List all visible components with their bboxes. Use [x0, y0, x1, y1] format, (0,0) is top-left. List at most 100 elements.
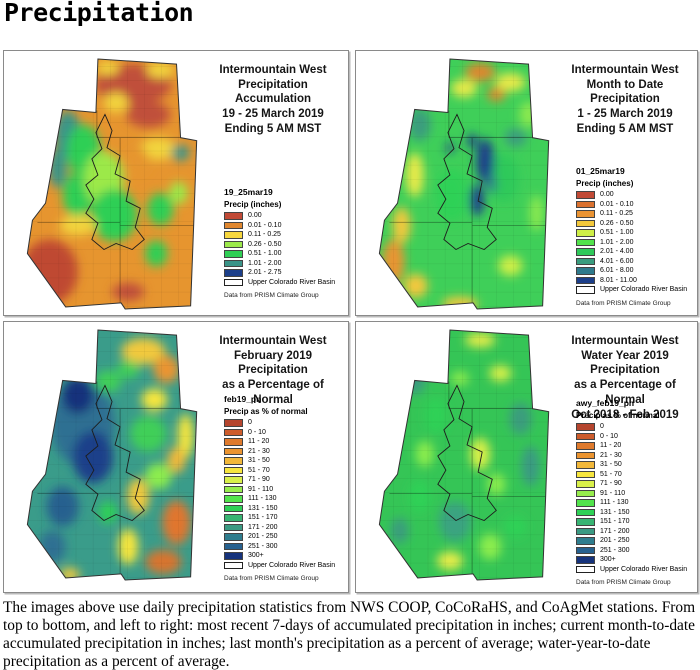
legend-class-row: 51 - 70 — [224, 466, 346, 476]
panel-title-line: Month to Date Precipitation — [586, 78, 664, 106]
legend-source-note: Data from PRISM Climate Group — [224, 292, 319, 299]
precip-map-february-percent — [26, 329, 198, 581]
legend-color-swatch — [576, 191, 595, 199]
legend-units-label: Precip (inches) — [576, 179, 634, 188]
page-title: Precipitation — [4, 0, 194, 27]
legend-source-note: Data from PRISM Climate Group — [576, 579, 671, 586]
legend-class-label: 0.11 - 0.25 — [600, 210, 633, 218]
legend-color-swatch — [224, 533, 243, 541]
legend-class-label: 4.01 - 6.00 — [600, 257, 634, 265]
panel-title-line: February 2019 Precipitation — [234, 349, 312, 377]
legend-class-row: 6.01 - 8.00 — [576, 266, 697, 276]
legend-color-swatch — [576, 489, 595, 497]
basin-outline-swatch — [224, 561, 243, 569]
legend-class-row: 0 — [224, 418, 346, 428]
legend-class-row: 0 - 10 — [224, 428, 346, 438]
panel-title: Intermountain West February 2019 Precipi… — [202, 334, 344, 408]
precip-map-water-year-percent — [378, 329, 550, 581]
legend-class-label: 0.11 - 0.25 — [248, 231, 281, 239]
legend-class-label: 251 - 300 — [248, 542, 278, 550]
legend-class-label: 0.26 - 0.50 — [248, 240, 282, 248]
legend-class-row: 251 - 300 — [224, 542, 346, 552]
legend-color-swatch — [576, 499, 595, 507]
legend-class-row: 11 - 20 — [224, 437, 346, 447]
legend-layer-name: feb19_pn — [224, 394, 262, 404]
legend-class-row: 31 - 50 — [224, 456, 346, 466]
legend-class-label: 11 - 20 — [600, 442, 622, 450]
legend-class-row: 201 - 250 — [576, 536, 697, 546]
legend-class-label: 2.01 - 2.75 — [248, 269, 282, 277]
legend-color-swatch — [576, 546, 595, 554]
panel-title-line: Intermountain West — [219, 335, 327, 347]
legend-color-swatch — [224, 495, 243, 503]
basin-outline-label: Upper Colorado River Basin — [600, 565, 688, 573]
legend-items: 0.00 0.01 - 0.10 0.11 - 0.25 0.26 - 0.50 0.5… — [576, 190, 697, 285]
panel-title-line: 19 - 25 March 2019 — [222, 108, 324, 121]
legend-class-row: 71 - 90 — [224, 475, 346, 485]
legend-color-swatch — [576, 451, 595, 459]
legend-class-row: 151 - 170 — [224, 513, 346, 523]
basin-outline-swatch — [576, 565, 595, 573]
legend-class-label: 0.00 — [600, 191, 614, 199]
legend-class-row: 0.26 - 0.50 — [576, 219, 697, 229]
legend-class-row: 2.01 - 2.75 — [224, 268, 346, 278]
legend-class-label: 0.51 - 1.00 — [248, 250, 282, 258]
legend-color-swatch — [576, 423, 595, 431]
legend-color-swatch — [576, 432, 595, 440]
legend-class-row: 171 - 200 — [576, 527, 697, 537]
legend-color-swatch — [224, 240, 243, 248]
legend-color-swatch — [576, 276, 595, 284]
legend-class-row: 0.26 - 0.50 — [224, 240, 346, 250]
legend-class-row: 71 - 90 — [576, 479, 697, 489]
legend-class-label: 151 - 170 — [600, 518, 630, 526]
panel-title-line: Intermountain West — [571, 335, 679, 347]
legend: 01_25mar19 Precip (inches) 0.00 0.01 - 0.… — [576, 166, 697, 307]
legend-class-label: 300+ — [600, 556, 616, 564]
legend-class-row: 0.00 — [576, 190, 697, 200]
legend-outline-row: Upper Colorado River Basin — [576, 285, 697, 295]
panel-water-year-percent-normal: Intermountain West Water Year 2019 Preci… — [355, 321, 698, 593]
legend-class-row: 1.01 - 2.00 — [576, 238, 697, 248]
legend-class-row: 91 - 110 — [576, 489, 697, 499]
caption-text: The images above use daily precipitation… — [3, 599, 696, 670]
legend-color-swatch — [576, 248, 595, 256]
legend-color-swatch — [576, 267, 595, 275]
legend-color-swatch — [576, 442, 595, 450]
legend-layer-name: awy_feb19_pn — [576, 398, 635, 408]
legend-class-label: 0.51 - 1.00 — [600, 229, 634, 237]
panel-title-line: as a Percentage of Normal — [574, 379, 676, 406]
legend-class-row: 0 — [576, 422, 697, 432]
legend-color-swatch — [576, 537, 595, 545]
legend-class-label: 0.26 - 0.50 — [600, 219, 634, 227]
panel-month-to-date: Intermountain West Month to Date Precipi… — [355, 50, 698, 316]
legend-class-row: 151 - 170 — [576, 517, 697, 527]
legend-class-label: 111 - 130 — [600, 499, 629, 507]
panel-title-line: Precipitation Accumulation — [234, 78, 312, 106]
legend-color-swatch — [224, 428, 243, 436]
precip-map-month-to-date — [378, 58, 550, 310]
legend-source-note: Data from PRISM Climate Group — [576, 299, 671, 307]
legend-class-row: 131 - 150 — [576, 508, 697, 518]
legend-class-row: 0.01 - 0.10 — [576, 200, 697, 210]
legend-class-label: 0.00 — [248, 212, 262, 220]
legend-class-label: 1.01 - 2.00 — [248, 259, 282, 267]
legend-class-row: 21 - 30 — [576, 451, 697, 461]
legend-color-swatch — [224, 476, 243, 484]
legend-class-label: 0 — [600, 423, 604, 431]
panel-title-line: Ending 5 AM MST — [576, 122, 674, 135]
legend-class-label: 201 - 250 — [248, 533, 278, 541]
legend-class-row: 111 - 130 — [576, 498, 697, 508]
legend-class-label: 31 - 50 — [248, 457, 270, 465]
basin-outline-label: Upper Colorado River Basin — [248, 278, 336, 286]
legend-color-swatch — [576, 556, 595, 564]
legend-class-label: 21 - 30 — [248, 447, 270, 455]
legend-class-row: 21 - 30 — [224, 447, 346, 457]
legend-color-swatch — [224, 221, 243, 229]
legend-color-swatch — [576, 508, 595, 516]
basin-outline-label: Upper Colorado River Basin — [600, 286, 688, 294]
legend-class-label: 131 - 150 — [248, 504, 278, 512]
legend-class-row: 1.01 - 2.00 — [224, 259, 346, 269]
basin-outline-label: Upper Colorado River Basin — [248, 561, 336, 569]
